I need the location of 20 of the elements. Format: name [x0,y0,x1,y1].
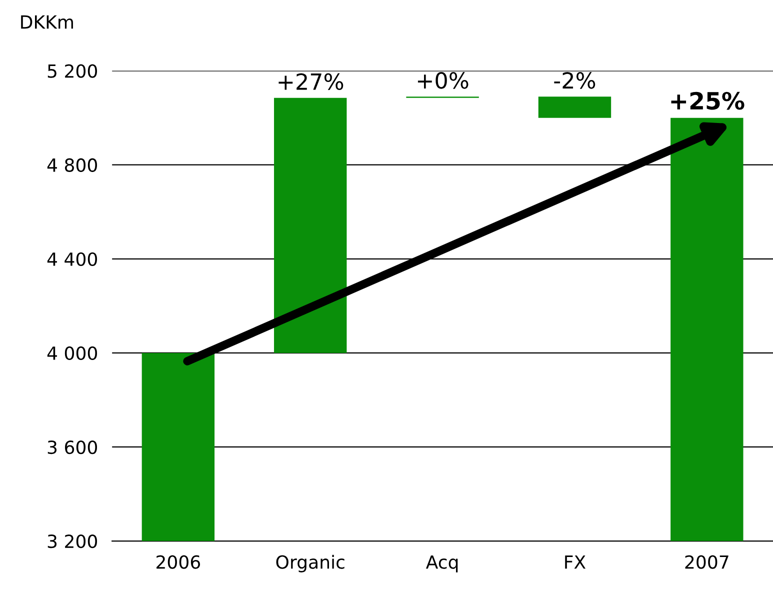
x-tick-label: 2006 [156,555,200,569]
annotation: +25% [671,92,744,110]
y-tick-label: 5 200 [48,64,97,78]
bar [538,96,612,118]
y-tick-label: 4 400 [47,252,97,266]
annotation: +27% [278,73,344,90]
y-tick-label: 4 000 [47,346,97,360]
y-axis-title: DKKm [21,15,73,29]
y-tick-label: 3 200 [48,534,97,548]
bar [142,352,215,542]
bar [274,98,347,353]
x-tick-label: Acq [426,555,458,572]
y-tick-label: 3 600 [48,440,97,454]
bar [670,118,744,542]
y-tick-label: 4 800 [47,158,97,172]
annotation: -2% [554,72,596,89]
x-tick-label: Organic [276,554,344,572]
annotation: +0% [418,72,468,89]
x-tick-label: 2007 [685,555,728,569]
x-tick-label: FX [565,555,586,569]
